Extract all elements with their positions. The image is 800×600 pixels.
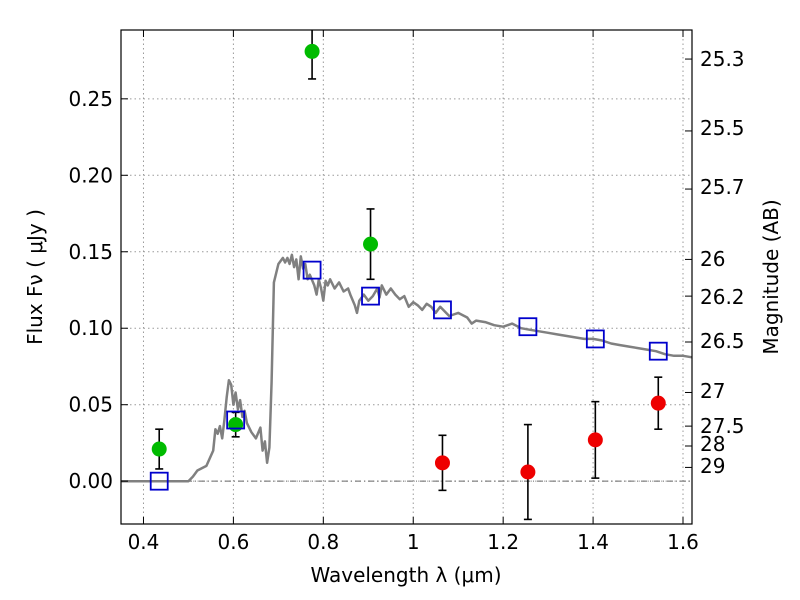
green-data-point bbox=[304, 43, 320, 59]
magnitude-tick-label: 25.3 bbox=[700, 47, 745, 71]
magnitude-tick-label: 25.7 bbox=[700, 175, 745, 199]
green-data-point bbox=[363, 236, 379, 252]
red-data-point bbox=[587, 432, 603, 448]
y2-axis-label: Magnitude (AB) bbox=[759, 199, 783, 354]
magnitude-tick-label: 26.5 bbox=[700, 329, 745, 353]
tick-layer: 0.4 0.6 0.8 1 1.2 1.4 1.6 0.00 0.05 0.10 0.15 0.20 0… bbox=[68, 30, 745, 554]
x-tick-label: 1.2 bbox=[487, 530, 519, 554]
magnitude-tick-label: 29 bbox=[700, 454, 725, 478]
grid-layer bbox=[121, 30, 692, 524]
model-square-point bbox=[648, 341, 668, 361]
x-axis-label: Wavelength λ (μm) bbox=[310, 563, 501, 587]
x-tick-label: 1 bbox=[407, 530, 420, 554]
magnitude-tick-label: 26 bbox=[700, 247, 725, 271]
model-square-point bbox=[149, 471, 169, 491]
model-square-point bbox=[585, 329, 605, 349]
y-tick-label: 0.20 bbox=[68, 163, 113, 187]
y-tick-label: 0.15 bbox=[68, 240, 113, 264]
x-tick-label: 1.6 bbox=[667, 530, 699, 554]
y-tick-label: 0.10 bbox=[68, 316, 113, 340]
model-spectrum-line bbox=[121, 253, 693, 483]
y-tick-label: 0.05 bbox=[68, 393, 113, 417]
green-data-point bbox=[228, 417, 244, 433]
y-tick-label: 0.25 bbox=[68, 87, 113, 111]
green-data-point bbox=[151, 441, 167, 457]
y-tick-label: 0.00 bbox=[68, 469, 113, 493]
plot-frame bbox=[120, 29, 693, 525]
red-data-point bbox=[434, 455, 450, 471]
x-tick-label: 0.4 bbox=[128, 530, 160, 554]
red-data-point bbox=[520, 464, 536, 480]
model-square-point bbox=[518, 317, 538, 337]
model-square-point bbox=[226, 410, 246, 430]
x-tick-label: 1.4 bbox=[577, 530, 609, 554]
red-data-point bbox=[650, 395, 666, 411]
magnitude-tick-label: 27 bbox=[700, 379, 725, 403]
magnitude-tick-label: 26.2 bbox=[700, 285, 745, 309]
model-square-point bbox=[361, 286, 380, 306]
model-square-point bbox=[302, 260, 322, 280]
magnitude-tick-label: 27.5 bbox=[700, 414, 745, 438]
x-tick-label: 0.8 bbox=[307, 530, 339, 554]
x-tick-label: 0.6 bbox=[217, 530, 249, 554]
model-spectrum-layer bbox=[121, 253, 693, 483]
y-axis-label: Flux Fν ( μJy ) bbox=[23, 209, 47, 345]
model-square-point bbox=[433, 300, 452, 320]
errorbar-layer bbox=[155, 30, 663, 521]
magnitude-tick-label: 25.5 bbox=[700, 116, 745, 140]
magnitude-tick-label: 28 bbox=[700, 432, 725, 456]
marker-layer bbox=[149, 43, 668, 491]
